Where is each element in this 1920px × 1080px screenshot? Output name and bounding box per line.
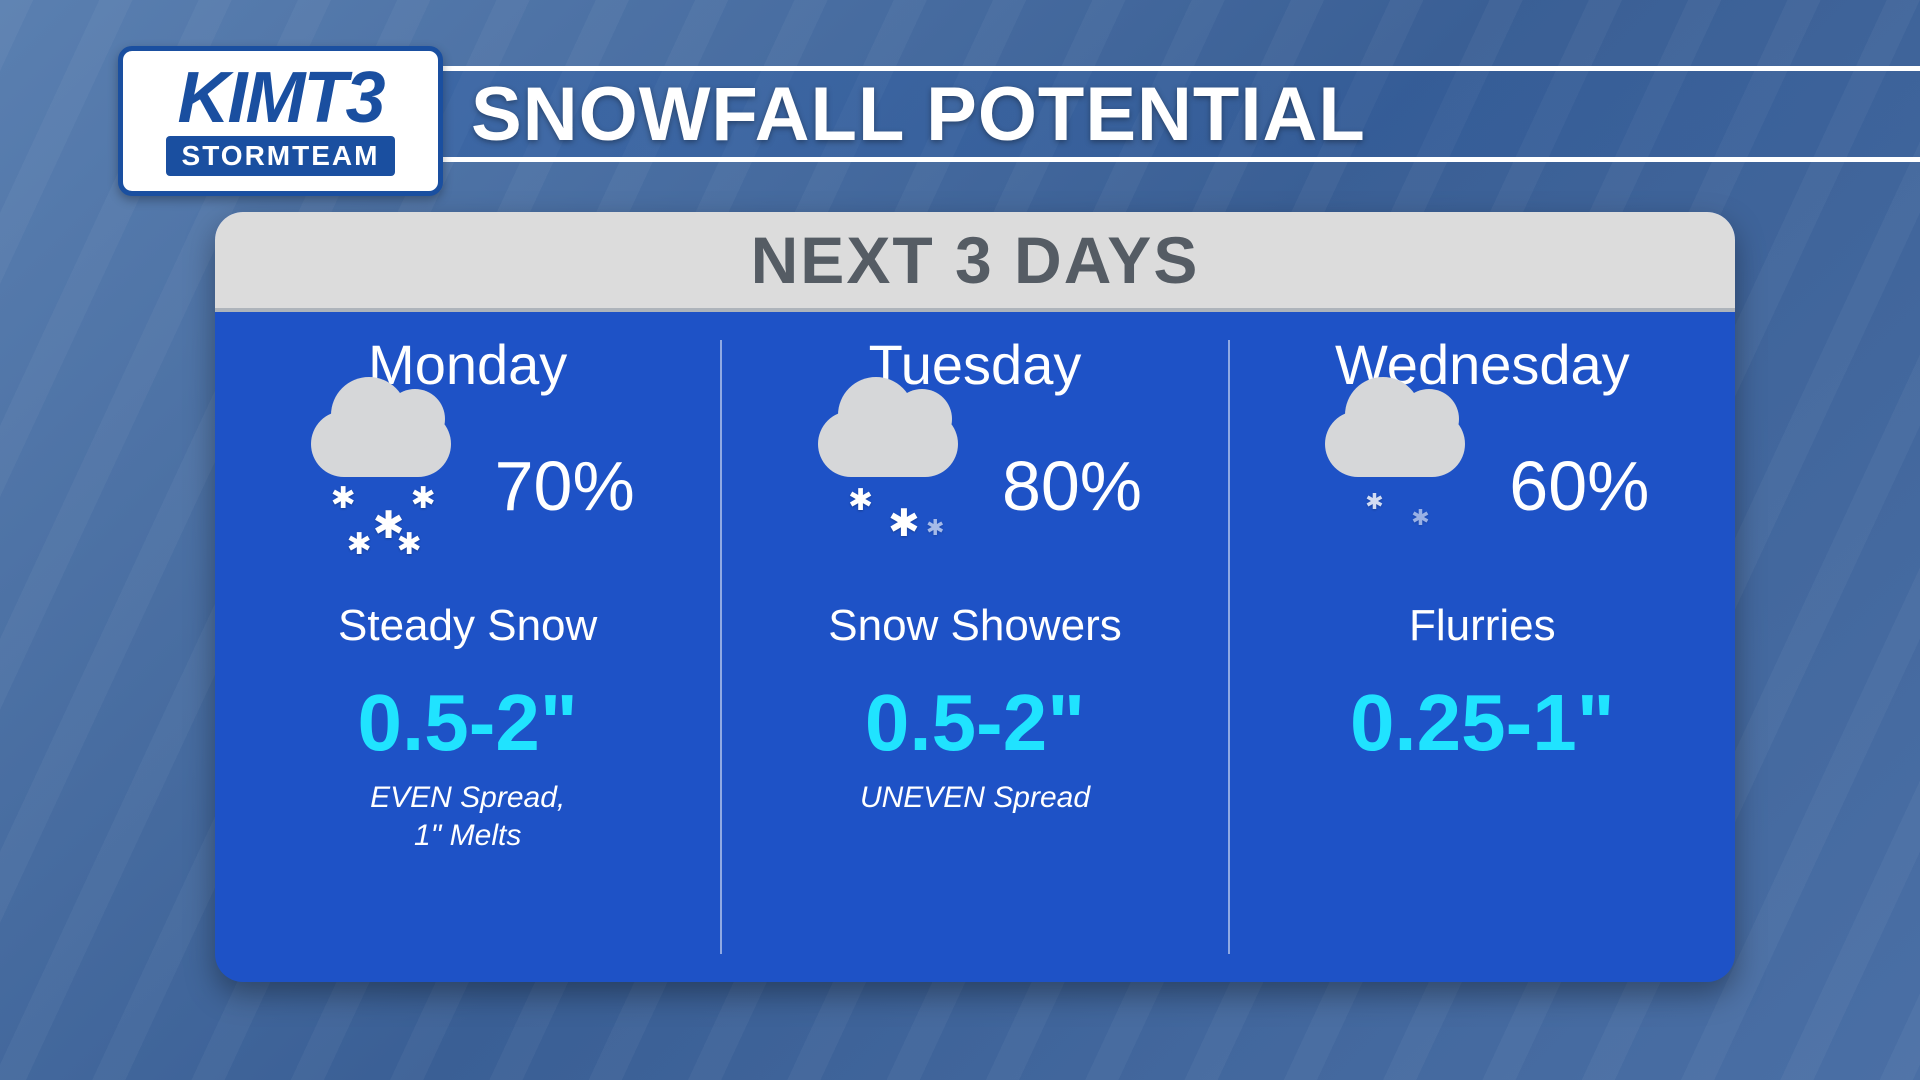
icon-row: ✱ ✱ ✱ ✱ ✱ 70% — [301, 411, 635, 561]
day-wednesday: Wednesday ✱ ✱ 60% Flurries 0.25-1" — [1230, 312, 1735, 982]
logo-sub-text: STORMTEAM — [166, 136, 396, 176]
percent: 70% — [495, 446, 635, 526]
description: Steady Snow — [338, 601, 597, 651]
percent: 60% — [1509, 446, 1649, 526]
day-name: Monday — [368, 332, 567, 397]
forecast-panel: NEXT 3 DAYS Monday ✱ ✱ ✱ ✱ ✱ 70% Steady … — [215, 212, 1735, 982]
logo-main-text: KIMT3 — [178, 66, 384, 131]
amount: 0.5-2" — [358, 677, 578, 769]
description: Flurries — [1409, 601, 1556, 651]
amount: 0.5-2" — [865, 677, 1085, 769]
day-monday: Monday ✱ ✱ ✱ ✱ ✱ 70% Steady Snow 0.5-2" … — [215, 312, 720, 982]
percent: 80% — [1002, 446, 1142, 526]
snow-showers-icon: ✱ ✱ ✱ — [808, 411, 978, 561]
day-tuesday: Tuesday ✱ ✱ ✱ 80% Snow Showers 0.5-2" UN… — [722, 312, 1227, 982]
snow-steady-icon: ✱ ✱ ✱ ✱ ✱ — [301, 411, 471, 561]
note: UNEVEN Spread — [860, 779, 1090, 817]
title-strip: SNOWFALL POTENTIAL — [431, 66, 1920, 162]
note: EVEN Spread,1" Melts — [370, 779, 565, 854]
station-logo: KIMT3 STORMTEAM — [118, 46, 443, 196]
icon-row: ✱ ✱ ✱ 80% — [808, 411, 1142, 561]
flurries-icon: ✱ ✱ — [1315, 411, 1485, 561]
icon-row: ✱ ✱ 60% — [1315, 411, 1649, 561]
header-bar: KIMT3 STORMTEAM SNOWFALL POTENTIAL — [118, 54, 1920, 174]
panel-subtitle: NEXT 3 DAYS — [751, 222, 1200, 298]
panel-header: NEXT 3 DAYS — [215, 212, 1735, 312]
description: Snow Showers — [828, 601, 1121, 651]
page-title: SNOWFALL POTENTIAL — [471, 71, 1366, 158]
amount: 0.25-1" — [1350, 677, 1615, 769]
weather-graphic-root: KIMT3 STORMTEAM SNOWFALL POTENTIAL NEXT … — [0, 0, 1920, 1080]
days-row: Monday ✱ ✱ ✱ ✱ ✱ 70% Steady Snow 0.5-2" … — [215, 312, 1735, 982]
